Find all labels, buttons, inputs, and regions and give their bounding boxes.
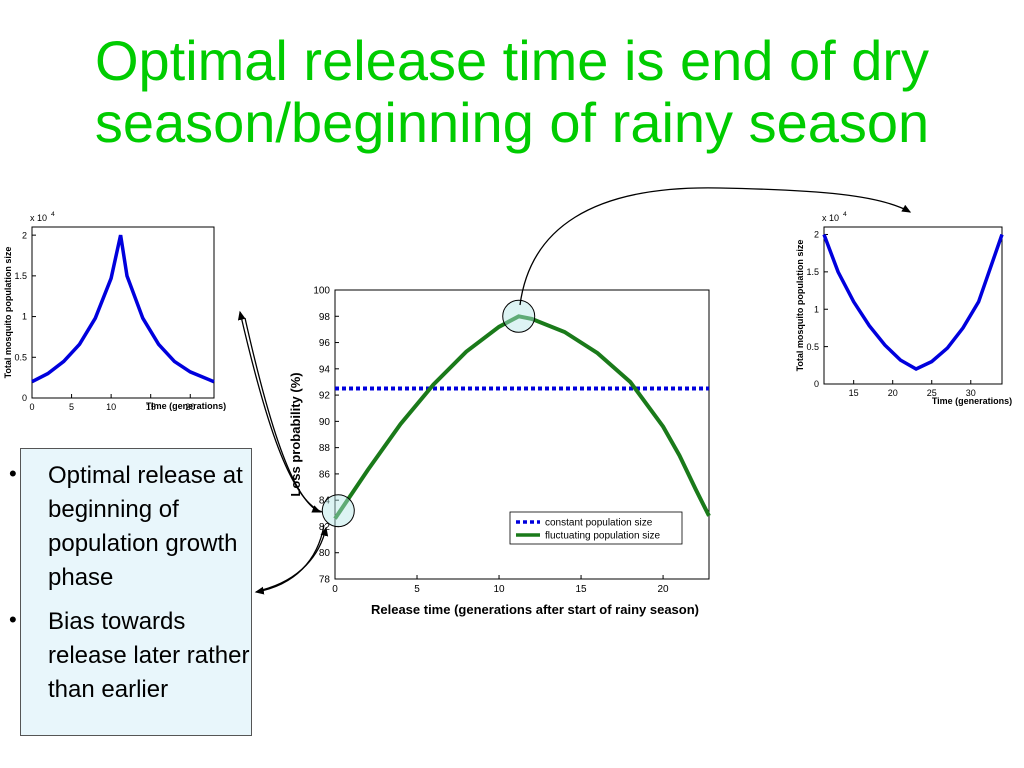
x-tick-label: 0	[29, 402, 34, 412]
y-tick-label: 84	[319, 496, 331, 507]
right-population-chart: 15 20 25 30 0 0.5 1 1.5 2 Time (generations) Total…	[795, 211, 1012, 406]
plot-frame	[31, 226, 215, 399]
legend-label: constant population size	[545, 518, 653, 529]
arrow-peak-to-right-chart	[519, 187, 912, 306]
slide-title: Optimal release time is end of dry seaso…	[40, 30, 984, 154]
y-axis-label: Loss probability (%)	[288, 372, 303, 496]
arrow-bullets-to-start	[261, 526, 329, 591]
y-tick-label: 80	[319, 548, 331, 559]
x-tick-label: 30	[966, 388, 976, 398]
legend-box	[509, 511, 683, 545]
x-tick-label: 25	[927, 388, 937, 398]
y-tick-label: 98	[319, 312, 331, 323]
y-axis-label: Total mosquito population size	[3, 247, 13, 379]
plot-frame	[334, 289, 710, 580]
left-population-chart: 0 5 10 15 20 0 0.5 1 1.5 2 Time (generations) Total…	[3, 211, 226, 412]
y-tick-label: 1.5	[14, 271, 27, 281]
title-line-2: season/beginning of rainy season	[94, 91, 930, 154]
y-tick-label: 2	[22, 230, 27, 240]
title-line-1: Optimal release time is end of dry	[94, 29, 930, 92]
y-tick-label: 90	[319, 417, 331, 428]
x-tick-label: 10	[493, 584, 505, 595]
bullet-dot-icon: •	[9, 461, 17, 486]
x-tick-label: 5	[69, 402, 74, 412]
arrow-start-reverse	[244, 317, 322, 513]
y-multiplier: x 10	[30, 213, 47, 223]
highlight-circle	[321, 494, 355, 528]
bullet-text: Bias towards release later rather than e…	[48, 608, 250, 703]
series-fluctuating-population-size	[333, 314, 711, 520]
bullet-box: • Optimal release at beginning of popula…	[9, 448, 253, 736]
x-tick-label: 15	[849, 388, 859, 398]
legend-label: fluctuating population size	[545, 531, 661, 542]
y-tick-label: 96	[319, 338, 331, 349]
y-tick-label: 1	[814, 304, 819, 314]
highlight-circle	[502, 299, 536, 333]
y-tick-label: 88	[319, 443, 331, 454]
x-tick-label: 15	[575, 584, 587, 595]
x-tick-label: 20	[658, 584, 670, 595]
bullet-item-bias: • Bias towards release later rather than…	[9, 605, 253, 707]
y-tick-label: 100	[313, 286, 330, 297]
y-tick-label: 0.5	[806, 342, 819, 352]
y-tick-label: 2	[814, 230, 819, 240]
x-tick-label: 5	[414, 584, 420, 595]
loss-probability-chart: 0 5 10 15 207880828486889092949698100Release…	[288, 286, 711, 617]
y-tick-label: 0.5	[14, 352, 27, 362]
x-axis-label: Time (generations)	[932, 396, 1012, 406]
plot-frame	[823, 226, 1003, 385]
x-tick-label: 20	[888, 388, 898, 398]
y-tick-label: 0	[22, 393, 27, 403]
y-tick-label: 94	[319, 364, 331, 375]
bullet-list: • Optimal release at beginning of popula…	[9, 459, 253, 717]
y-tick-label: 1	[22, 312, 27, 322]
bullet-text: Optimal release at beginning of populati…	[48, 462, 243, 591]
y-tick-label: 0	[814, 379, 819, 389]
bullet-item-optimal-release: • Optimal release at beginning of popula…	[9, 459, 253, 595]
y-tick-label: 86	[319, 469, 331, 480]
x-axis-label: Release time (generations after start of…	[371, 602, 699, 617]
y-tick-label: 78	[319, 575, 331, 586]
series-line	[822, 233, 1004, 371]
y-multiplier-exponent: 4	[843, 211, 847, 218]
bullet-dot-icon: •	[9, 607, 17, 632]
y-tick-label: 92	[319, 391, 331, 402]
x-axis-label: Time (generations)	[146, 401, 226, 411]
x-tick-label: 15	[146, 402, 156, 412]
y-multiplier: x 10	[822, 213, 839, 223]
x-tick-label: 10	[106, 402, 116, 412]
x-tick-label: 0	[332, 584, 338, 595]
y-tick-label: 1.5	[806, 267, 819, 277]
series-line	[31, 234, 215, 384]
x-tick-label: 20	[185, 402, 195, 412]
y-axis-label: Total mosquito population size	[795, 240, 805, 372]
arrow-start-to-bullets	[254, 524, 325, 595]
y-multiplier-exponent: 4	[51, 211, 55, 218]
arrow-start-to-left-chart	[237, 310, 323, 513]
